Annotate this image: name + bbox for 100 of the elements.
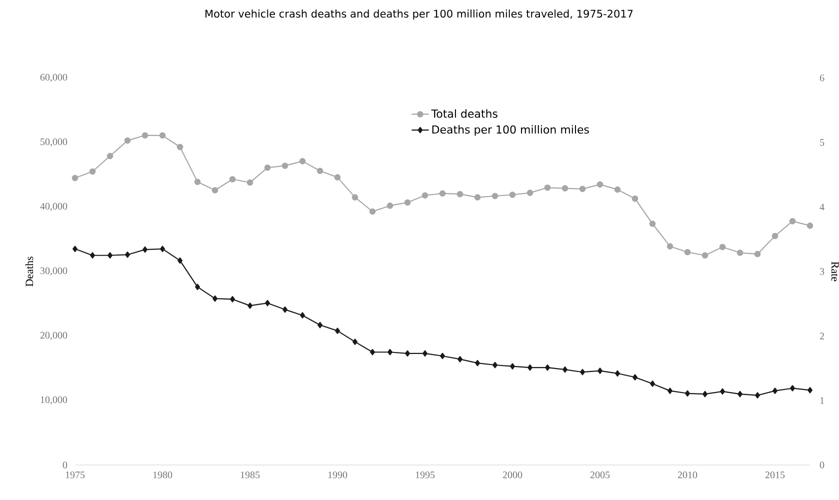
x-tick-label: 2010 — [678, 472, 698, 478]
point — [72, 246, 78, 252]
point — [352, 194, 358, 200]
point — [230, 296, 236, 302]
point — [316, 168, 324, 174]
point — [404, 199, 411, 206]
point — [509, 192, 516, 198]
y-tick-label: 20,000 — [40, 332, 68, 340]
x-tick-label: 1975 — [66, 472, 85, 478]
y2-tick-label: 0 — [820, 462, 824, 468]
point — [666, 243, 674, 250]
point — [106, 152, 114, 160]
point — [248, 302, 253, 309]
point — [282, 306, 288, 313]
point — [176, 144, 184, 150]
y-tick-label: 0 — [62, 462, 68, 468]
point — [178, 257, 183, 264]
y2-tick-label: 4 — [820, 204, 824, 210]
point — [456, 190, 464, 198]
point — [789, 218, 796, 224]
point — [195, 284, 200, 290]
point — [300, 312, 306, 318]
point — [719, 244, 726, 250]
point — [526, 190, 534, 196]
point — [108, 252, 113, 259]
x-tick-label: 1995 — [416, 472, 435, 478]
point — [596, 181, 604, 188]
point — [632, 195, 638, 202]
point — [632, 374, 638, 380]
point — [772, 388, 778, 394]
legend-label: Deaths per 100 million miles — [432, 125, 589, 136]
point — [685, 390, 690, 397]
chart-title: Motor vehicle crash deaths and deaths per 100 million miles traveled, 1975-2017 — [206, 10, 633, 20]
y-tick-label: 60,000 — [40, 74, 68, 82]
y-tick-label: 50,000 — [40, 138, 68, 147]
point — [668, 388, 672, 394]
point — [440, 352, 446, 360]
x-tick-label: 2005 — [590, 472, 610, 478]
point — [125, 252, 130, 258]
point — [492, 362, 498, 368]
point — [492, 192, 498, 200]
point — [737, 390, 742, 398]
y2-tick-label: 1 — [820, 397, 824, 404]
point — [370, 348, 376, 356]
point — [615, 370, 620, 377]
point — [579, 186, 586, 192]
point — [475, 360, 480, 366]
point — [335, 328, 340, 334]
x-tick-label: 1985 — [240, 472, 260, 478]
point — [790, 385, 795, 392]
point — [334, 174, 341, 180]
point — [299, 158, 306, 164]
point — [702, 252, 708, 259]
point — [386, 202, 394, 209]
y2-axis-title: Rate — [831, 262, 839, 282]
x-tick-label: 2015 — [765, 472, 785, 478]
point — [422, 192, 428, 199]
point — [474, 194, 481, 200]
point — [369, 208, 376, 215]
y2-tick-label: 6 — [820, 74, 824, 82]
point — [265, 300, 270, 306]
point — [544, 184, 551, 191]
y-tick-label: 10,000 — [40, 396, 68, 405]
y2-tick-label: 5 — [820, 139, 824, 146]
point — [229, 176, 236, 182]
point — [598, 368, 603, 374]
y-axis-title: Deaths — [25, 256, 34, 286]
point — [264, 164, 271, 171]
point — [89, 168, 96, 175]
point — [194, 178, 201, 185]
point — [808, 387, 812, 394]
point — [159, 132, 166, 139]
point — [649, 220, 656, 227]
point — [72, 174, 78, 182]
point — [510, 363, 515, 370]
x-tick-label: 1990 — [328, 472, 348, 478]
point — [212, 187, 218, 194]
point — [702, 390, 708, 398]
point — [720, 388, 725, 395]
point — [388, 348, 393, 356]
y2-tick-label: 3 — [820, 268, 824, 275]
point — [212, 295, 218, 302]
point — [318, 322, 323, 328]
point — [246, 179, 254, 186]
point — [352, 338, 358, 345]
point — [806, 222, 814, 229]
point — [90, 252, 96, 259]
point — [650, 380, 655, 387]
point — [422, 350, 428, 357]
legend-label: Total deaths — [431, 109, 498, 118]
point — [562, 185, 568, 192]
point — [458, 356, 463, 362]
point — [755, 392, 760, 398]
point — [528, 364, 532, 371]
y-tick-label: 30,000 — [40, 267, 68, 276]
y-tick-label: 40,000 — [40, 202, 68, 212]
point — [772, 232, 778, 240]
point — [142, 246, 148, 253]
point — [439, 190, 446, 197]
point — [580, 368, 585, 376]
